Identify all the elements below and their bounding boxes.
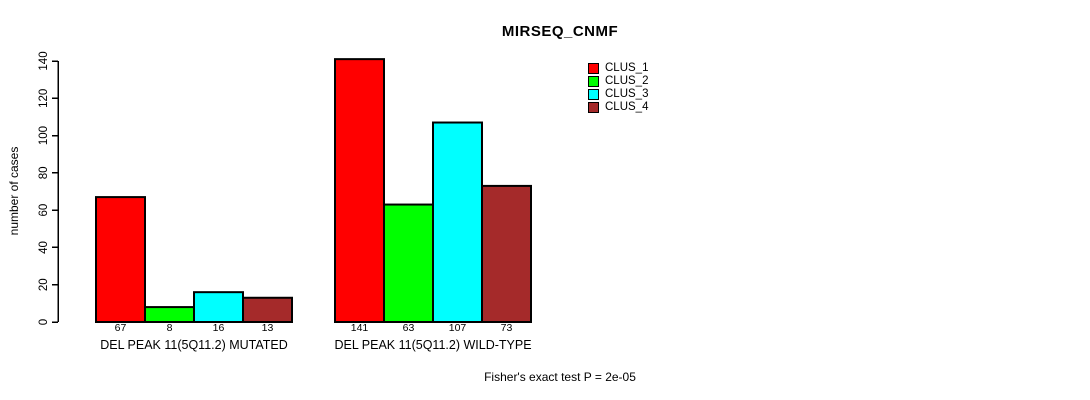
- y-axis-tick-label: 120: [38, 89, 50, 108]
- y-axis-tick-label: 60: [38, 204, 50, 217]
- legend-label: CLUS_1: [605, 62, 649, 74]
- bar-value-label: 13: [262, 322, 274, 334]
- y-axis-tick-label: 40: [38, 241, 50, 254]
- y-axis-tick-label: 20: [38, 278, 50, 291]
- legend-swatch-icon: [588, 76, 599, 87]
- bar-value-label: 67: [115, 322, 127, 334]
- legend-swatch-icon: [588, 89, 599, 100]
- category-label-wild-type: DEL PEAK 11(5Q11.2) WILD-TYPE: [334, 338, 532, 352]
- bar-clus_1: [334, 58, 385, 324]
- category-label-mutated: DEL PEAK 11(5Q11.2) MUTATED: [100, 338, 288, 352]
- legend-label: CLUS_4: [605, 101, 649, 113]
- bar-clus_1: [95, 196, 146, 323]
- bar-value-label: 8: [167, 322, 173, 334]
- bar-value-label: 16: [213, 322, 225, 334]
- bar-clus_2: [383, 203, 434, 323]
- legend-item: CLUS_2: [588, 75, 648, 88]
- y-axis-tick-label: 140: [38, 51, 50, 70]
- bar-value-label: 141: [351, 322, 369, 334]
- bar-clus_3: [432, 121, 483, 324]
- y-axis-tick-label: 100: [38, 126, 50, 145]
- legend-swatch-icon: [588, 102, 599, 113]
- legend-swatch-icon: [588, 63, 599, 74]
- legend-item: CLUS_1: [588, 62, 648, 75]
- bar-value-label: 107: [449, 322, 467, 334]
- bar-clus_2: [144, 306, 195, 324]
- chart-title: MIRSEQ_CNMF: [501, 23, 619, 40]
- legend-label: CLUS_2: [605, 75, 649, 87]
- bar-clus_4: [242, 296, 293, 323]
- legend-item: CLUS_3: [588, 88, 648, 101]
- fisher-test-annotation: Fisher's exact test P = 2e-05: [484, 370, 636, 384]
- bar-value-label: 73: [501, 322, 513, 334]
- legend-label: CLUS_3: [605, 88, 649, 100]
- bar-clus_3: [193, 291, 244, 323]
- y-axis-tick-label: 80: [38, 166, 50, 179]
- bar-clus_4: [481, 184, 532, 323]
- legend-item: CLUS_4: [588, 101, 648, 114]
- legend: CLUS_1 CLUS_2 CLUS_3 CLUS_4: [588, 62, 648, 114]
- y-axis-tick-label: 0: [38, 319, 50, 325]
- bar-value-label: 63: [403, 322, 415, 334]
